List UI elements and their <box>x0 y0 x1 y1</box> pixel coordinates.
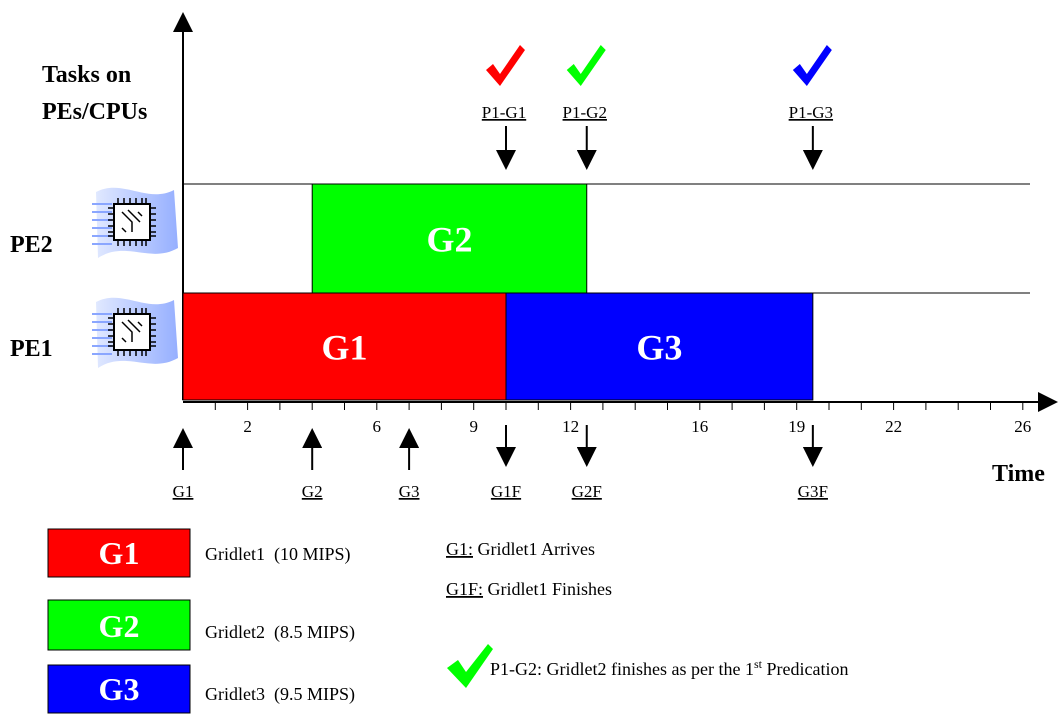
x-axis-ticks: 2 6 9 12 16 19 22 26 <box>214 402 1031 436</box>
tick-label: 22 <box>885 417 902 436</box>
gridlet-label: G2 <box>426 220 472 260</box>
arrival-label: G3 <box>399 482 420 501</box>
legend-check-note: P1-G2: Gridlet2 finishes as per the 1st … <box>447 644 848 688</box>
legend-item-text: Gridlet3 (9.5 MIPS) <box>205 684 355 705</box>
prediction-label: P1-G1 <box>482 103 526 122</box>
gridlet-bars: G1 G2 G3 <box>182 183 814 401</box>
svg-text:P1-G2: Gridlet2 finishes as pe: P1-G2: Gridlet2 finishes as per the 1st … <box>490 657 848 679</box>
svg-text:G1: Gridlet1 Arrives: G1: Gridlet1 Arrives <box>446 539 595 559</box>
y-axis-label-line1: Tasks on <box>42 62 131 88</box>
gridlet-bar-g3: G3 <box>505 292 814 401</box>
tick-label: 2 <box>243 417 252 436</box>
gridlet-label: G1 <box>321 328 367 368</box>
checkmark-icon <box>447 644 493 688</box>
finish-label: G1F <box>491 482 521 501</box>
gridlet-bar-g1: G1 <box>182 292 507 401</box>
prediction-label: P1-G3 <box>789 103 833 122</box>
tick-label: 6 <box>373 417 382 436</box>
tick-label: 16 <box>691 417 708 436</box>
prediction-p1-g2: P1-G2 <box>563 45 607 170</box>
legend-box-label: G3 <box>99 671 140 707</box>
tick-label: 26 <box>1014 417 1031 436</box>
checkmark-icon <box>486 45 525 86</box>
note-key: G1: <box>446 539 473 559</box>
finish-label: G3F <box>798 482 828 501</box>
y-axis-label-line2: PEs/CPUs <box>42 99 147 125</box>
finish-label: G2F <box>572 482 602 501</box>
svg-text:G1F: Gridlet1 Finishes: G1F: Gridlet1 Finishes <box>446 579 612 599</box>
tick-label: 12 <box>562 417 579 436</box>
legend-item-text: Gridlet1 (10 MIPS) <box>205 544 351 565</box>
cpu-chip-icon <box>92 297 178 368</box>
prediction-markers: P1-G1 P1-G2 P1-G3 <box>482 45 833 170</box>
pe1-row-label: PE1 <box>10 297 178 368</box>
tick-label: 9 <box>469 417 478 436</box>
legend-note-arrive: G1: Gridlet1 Arrives <box>446 539 595 559</box>
check-note-prefix: P1-G2: Gridlet2 finishes as per the 1 <box>490 659 754 679</box>
note-key: G1F: <box>446 579 483 599</box>
cpu-chip-icon <box>92 187 178 258</box>
legend-note-finish: G1F: Gridlet1 Finishes <box>446 579 612 599</box>
legend-box-label: G1 <box>99 535 140 571</box>
legend-item-g1: G1 Gridlet1 (10 MIPS) <box>47 528 351 578</box>
note-text: Gridlet1 Arrives <box>473 539 595 559</box>
event-markers: G1 G2 G3 G1F G2F G3F <box>173 425 828 501</box>
legend-box-label: G2 <box>99 608 140 644</box>
checkmark-icon <box>792 45 832 86</box>
arrival-label: G2 <box>302 482 323 501</box>
prediction-p1-g1: P1-G1 <box>482 45 526 170</box>
legend-item-text: Gridlet2 (8.5 MIPS) <box>205 622 355 643</box>
prediction-label: P1-G2 <box>563 103 607 122</box>
checkmark-icon <box>566 45 606 86</box>
note-text: Gridlet1 Finishes <box>483 579 612 599</box>
legend-item-g2: G2 Gridlet2 (8.5 MIPS) <box>47 599 355 651</box>
legend-item-g3: G3 Gridlet3 (9.5 MIPS) <box>47 664 355 714</box>
prediction-p1-g3: P1-G3 <box>789 45 833 170</box>
tick-label: 19 <box>788 417 805 436</box>
check-note-sup: st <box>754 657 763 671</box>
gridlet-bar-g2: G2 <box>311 183 588 294</box>
x-axis-label: Time <box>992 461 1045 487</box>
gridlet-label: G3 <box>636 328 682 368</box>
pe1-label: PE1 <box>10 336 53 362</box>
pe2-row-label: PE2 <box>10 187 178 258</box>
legend: G1 Gridlet1 (10 MIPS) G2 Gridlet2 (8.5 M… <box>47 528 848 714</box>
check-note-suffix: Predication <box>762 659 848 679</box>
pe2-label: PE2 <box>10 232 53 258</box>
arrival-label: G1 <box>173 482 194 501</box>
